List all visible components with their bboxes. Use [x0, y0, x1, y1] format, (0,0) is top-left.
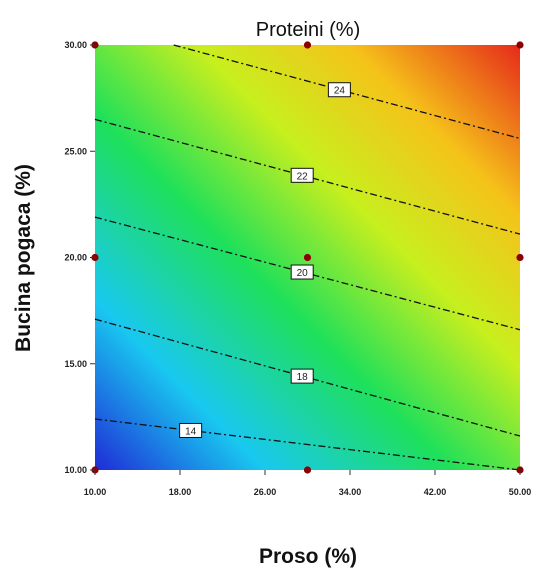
design-points: [91, 41, 524, 474]
contour-label: 24: [334, 86, 346, 97]
y-tick-label: 20.00: [64, 253, 87, 263]
x-tick-label: 26.00: [254, 487, 277, 497]
chart-title: Proteini (%): [256, 19, 360, 41]
contour-label-box: [290, 167, 314, 183]
y-axis-title: Bucina pogaca (%): [12, 164, 35, 352]
contour-line: [94, 216, 521, 331]
y-tick-label: 25.00: [64, 146, 87, 156]
contour-label: 20: [297, 268, 309, 279]
x-tick-label: 42.00: [424, 487, 447, 497]
x-axis-title: Proso (%): [259, 545, 357, 568]
y-tick-label: 10.00: [64, 465, 87, 475]
contour-label-box: [327, 82, 351, 98]
x-tick-label: 50.00: [509, 487, 532, 497]
y-tick-label: 15.00: [64, 359, 87, 369]
design-point: [303, 253, 312, 262]
contour-line: [94, 418, 521, 471]
x-tick-label: 18.00: [169, 487, 192, 497]
contour-lines: 14 18 20 22 24: [94, 44, 521, 471]
x-tick-label: 34.00: [339, 487, 362, 497]
y-axis-ticks: 10.00 15.00 20.00 25.00 30.00: [64, 40, 95, 475]
contour-label: 14: [185, 426, 197, 437]
x-axis-ticks: 10.00 18.00 26.00 34.00 42.00 50.00: [84, 470, 532, 497]
design-point: [303, 466, 312, 474]
contour-label: 18: [297, 372, 309, 383]
contour-label-box: [179, 422, 203, 438]
contour-label: 22: [297, 171, 309, 182]
design-point: [303, 41, 312, 49]
design-point: [516, 41, 524, 49]
x-tick-label: 10.00: [84, 487, 107, 497]
design-point: [516, 253, 524, 262]
contour-label-box: [290, 368, 314, 384]
y-tick-label: 30.00: [64, 40, 87, 50]
contour-label-box: [290, 264, 314, 280]
